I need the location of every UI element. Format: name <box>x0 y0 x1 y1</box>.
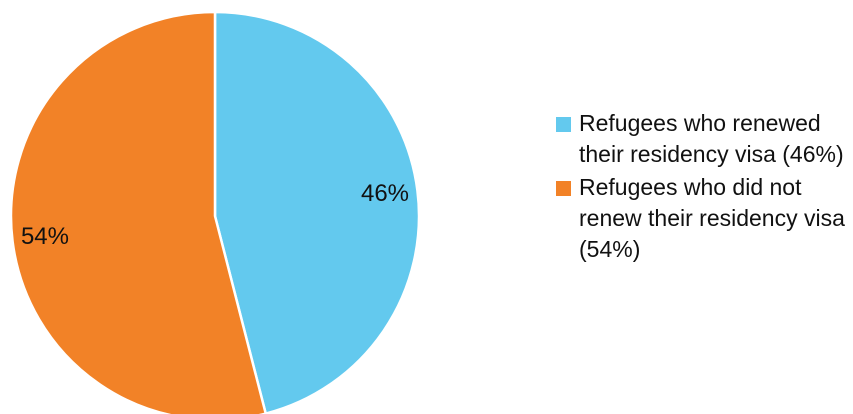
pie-slices <box>11 12 419 414</box>
data-label-renewed: 46% <box>361 180 409 207</box>
legend-label-not-renewed: Refugees who did not renew their residen… <box>579 172 849 265</box>
legend-label-renewed: Refugees who renewed their residency vis… <box>579 108 849 170</box>
legend: Refugees who renewed their residency vis… <box>556 108 851 267</box>
legend-swatch-not-renewed <box>556 181 571 196</box>
legend-item-not-renewed: Refugees who did not renew their residen… <box>556 172 851 265</box>
data-label-not-renewed: 54% <box>21 223 69 250</box>
legend-item-renewed: Refugees who renewed their residency vis… <box>556 108 851 170</box>
legend-swatch-renewed <box>556 117 571 132</box>
